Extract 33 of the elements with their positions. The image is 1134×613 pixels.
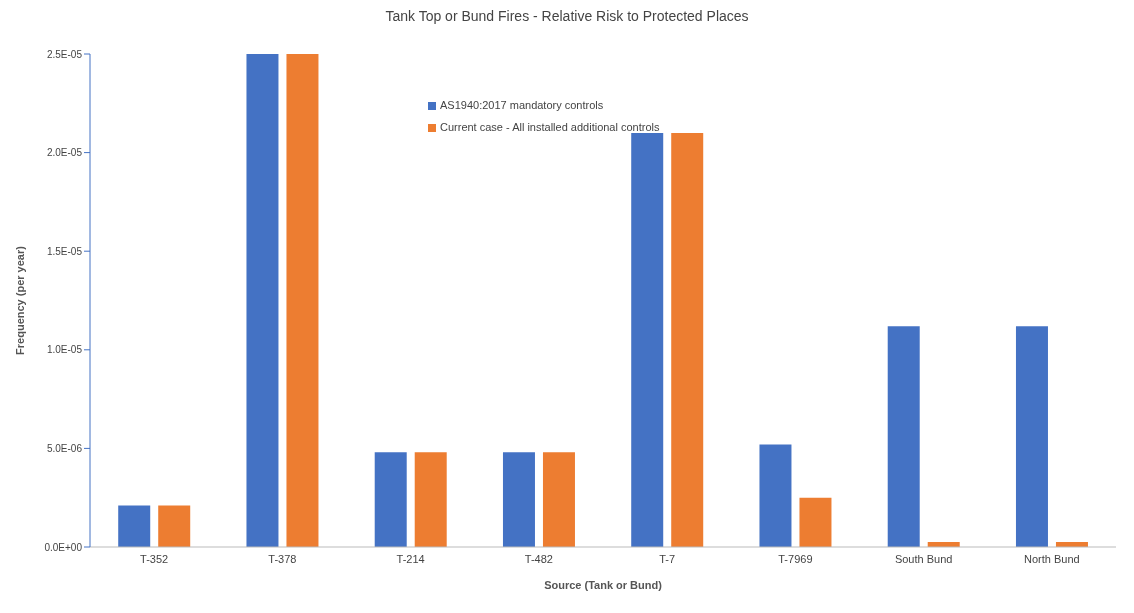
- x-tick-label: South Bund: [894, 552, 953, 565]
- x-axis-title: Source (Tank or Bund): [544, 579, 663, 591]
- bar: [542, 452, 575, 547]
- y-tick-label: 2.5E-05: [46, 48, 83, 60]
- y-tick-label: 1.5E-05: [46, 245, 83, 257]
- bar: [118, 505, 151, 547]
- legend-label: Current case - All installed additional controls: [440, 121, 660, 133]
- bar: [671, 132, 704, 547]
- bar: [374, 452, 407, 547]
- bar: [887, 326, 920, 547]
- x-tick-label: T-7: [659, 552, 676, 565]
- bar: [631, 132, 664, 547]
- bar: [286, 54, 319, 547]
- x-tick-label: T-352: [140, 552, 169, 565]
- x-tick-label: T-214: [396, 552, 425, 565]
- bar: [502, 452, 535, 547]
- x-tick-label: North Bund: [1024, 552, 1080, 565]
- bar: [759, 444, 792, 547]
- x-tick-label: T-482: [524, 552, 553, 565]
- y-tick-label: 5.0E-06: [46, 442, 83, 454]
- bar: [158, 505, 191, 547]
- bar: [1015, 326, 1048, 547]
- bar: [414, 452, 447, 547]
- y-tick-label: 0.0E+00: [44, 541, 83, 553]
- y-tick-label: 2.0E-05: [46, 147, 83, 159]
- x-tick-label: T-378: [268, 552, 297, 565]
- chart-title: Tank Top or Bund Fires - Relative Risk to Protected Places: [384, 8, 750, 24]
- legend-label: AS1940:2017 mandatory controls: [440, 99, 604, 111]
- bar: [799, 497, 832, 547]
- y-axis-title: Frequency (per year): [13, 245, 26, 355]
- x-tick-label: T-7969: [778, 552, 813, 565]
- y-tick-label: 1.0E-05: [46, 344, 83, 356]
- bar: [246, 54, 279, 547]
